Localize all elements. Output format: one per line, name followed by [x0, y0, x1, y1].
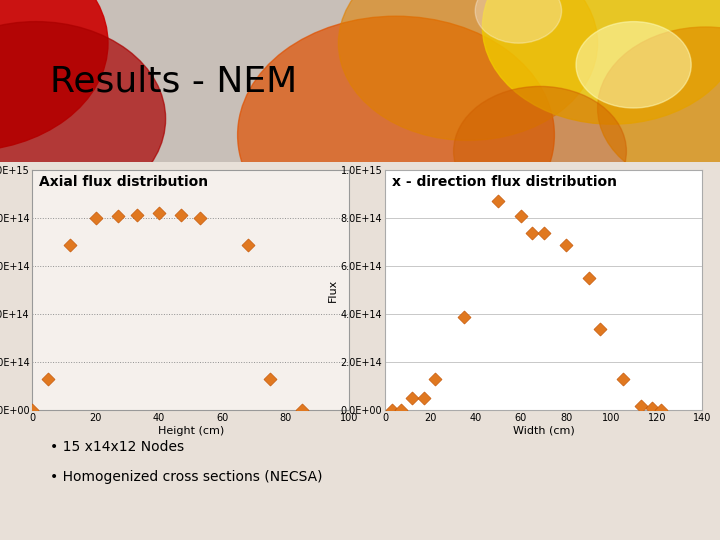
Text: Results - NEM: Results - NEM	[50, 64, 297, 98]
Point	[264, 375, 276, 383]
Point	[112, 212, 124, 220]
Point	[407, 394, 418, 403]
Y-axis label: Flux: Flux	[328, 279, 338, 302]
Circle shape	[238, 16, 554, 254]
Point	[42, 375, 54, 383]
Point	[560, 240, 572, 249]
Text: x - direction flux distribution: x - direction flux distribution	[392, 175, 616, 189]
Point	[131, 210, 143, 219]
Point	[617, 375, 629, 383]
Circle shape	[482, 0, 720, 124]
Point	[27, 406, 38, 415]
Circle shape	[576, 22, 691, 108]
Point	[418, 394, 429, 403]
Point	[526, 228, 538, 237]
X-axis label: Width (cm): Width (cm)	[513, 426, 575, 436]
X-axis label: Height (cm): Height (cm)	[158, 426, 224, 436]
Circle shape	[0, 0, 108, 151]
Point	[90, 214, 102, 222]
Text: • Homogenized cross sections (NECSA): • Homogenized cross sections (NECSA)	[50, 470, 323, 484]
Circle shape	[338, 0, 598, 140]
Point	[459, 312, 470, 321]
Text: • 15 x14x12 Nodes: • 15 x14x12 Nodes	[50, 440, 184, 454]
Point	[429, 375, 441, 383]
Point	[194, 214, 206, 222]
Point	[395, 406, 407, 415]
Circle shape	[598, 27, 720, 189]
Point	[65, 240, 76, 249]
Point	[647, 404, 658, 413]
Point	[153, 209, 165, 218]
Point	[386, 406, 397, 415]
Point	[296, 406, 307, 415]
Point	[635, 401, 647, 410]
Circle shape	[0, 22, 166, 216]
Point	[176, 210, 187, 219]
Point	[492, 197, 504, 206]
Point	[242, 240, 253, 249]
Circle shape	[454, 86, 626, 216]
Point	[516, 212, 527, 220]
Text: Axial flux distribution: Axial flux distribution	[39, 175, 208, 189]
Point	[583, 274, 595, 282]
Circle shape	[475, 0, 562, 43]
Point	[538, 228, 549, 237]
Point	[655, 406, 667, 415]
Point	[595, 325, 606, 333]
